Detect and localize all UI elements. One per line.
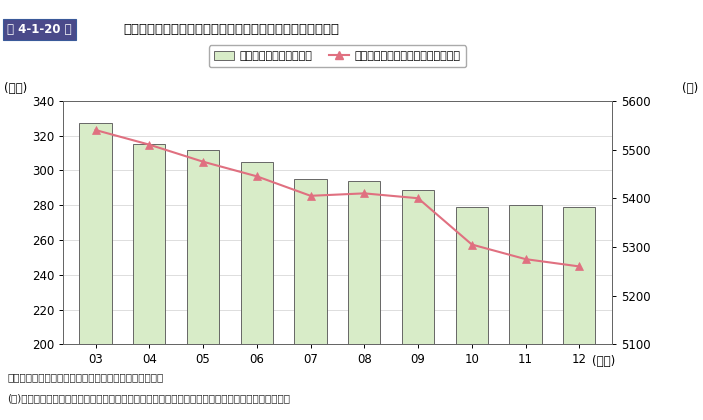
Bar — [295, 179, 327, 420]
Bar — [456, 207, 488, 420]
Bar — [402, 189, 434, 420]
Bar — [348, 181, 380, 420]
Legend: 都道府県補助金（左軸）, 経営指導に従事する職員数（右軸）: 都道府県補助金（左軸）, 経営指導に従事する職員数（右軸） — [209, 45, 466, 67]
Text: 資料：日本商工会議所提供資料に基づき中小企業庁作成: 資料：日本商工会議所提供資料に基づき中小企業庁作成 — [7, 372, 163, 382]
Text: 第 4-1-20 図: 第 4-1-20 図 — [7, 23, 72, 36]
Text: (注)「経営指導に従事する職員」とは、経営指導員、補助員、記帳専門職員、記帳指導職員をいう。: (注)「経営指導に従事する職員」とは、経営指導員、補助員、記帳専門職員、記帳指導… — [7, 393, 290, 403]
Bar — [510, 205, 542, 420]
Bar — [563, 207, 595, 420]
Bar — [240, 162, 273, 420]
Text: (億円): (億円) — [4, 81, 27, 94]
Bar — [133, 144, 165, 420]
Text: 商工会議所の補助金収入と経営指導に従事する職員数の推移: 商工会議所の補助金収入と経営指導に従事する職員数の推移 — [123, 23, 339, 36]
Bar — [187, 150, 219, 420]
Text: (人): (人) — [682, 81, 698, 94]
Bar — [79, 123, 112, 420]
Text: (年度): (年度) — [592, 355, 615, 368]
